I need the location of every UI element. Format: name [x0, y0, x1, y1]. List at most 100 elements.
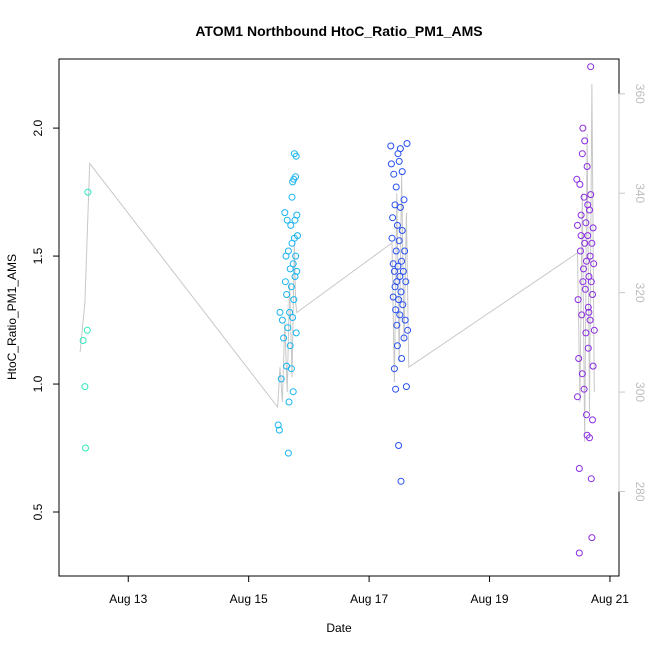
data-point — [395, 237, 403, 245]
y2-tick-label: 300 — [633, 382, 647, 402]
data-point — [398, 257, 406, 265]
data-point — [283, 362, 291, 370]
data-point — [573, 175, 581, 183]
data-point — [395, 442, 403, 449]
data-point — [587, 191, 595, 199]
data-point — [284, 449, 292, 457]
data-point — [389, 214, 397, 222]
data-point — [577, 232, 585, 240]
data-point — [395, 157, 403, 165]
data-point — [575, 355, 583, 362]
points-layer — [79, 63, 598, 557]
data-point — [590, 326, 598, 334]
data-point — [396, 273, 404, 280]
data-point — [281, 278, 289, 286]
data-point — [283, 216, 291, 224]
data-point — [580, 385, 588, 393]
data-point — [292, 252, 300, 260]
x-tick-label: Aug 21 — [591, 592, 629, 606]
data-point — [289, 260, 297, 268]
data-point — [574, 393, 581, 401]
x-axis: Aug 13 Aug 15 Aug 17 Aug 19 Aug 21 — [109, 575, 629, 606]
data-point — [581, 285, 589, 293]
data-point — [389, 293, 397, 301]
data-point — [292, 329, 300, 337]
data-point — [285, 398, 293, 406]
data-point — [581, 239, 589, 247]
y2-tick-label: 360 — [633, 84, 647, 104]
data-point — [284, 247, 292, 255]
data-point — [580, 193, 588, 201]
data-point — [584, 201, 592, 209]
data-point — [287, 283, 295, 291]
data-point — [392, 247, 400, 255]
data-point — [292, 173, 300, 181]
data-point — [399, 267, 407, 275]
data-point — [387, 160, 395, 168]
chart-title: ATOM1 Northbound HtoC_Ratio_PM1_AMS — [195, 23, 482, 39]
y-axis: 0.5 1.0 1.5 2.0 — [31, 119, 60, 520]
y2-tick-label: 280 — [633, 481, 647, 501]
y2-tick-label: 320 — [633, 283, 647, 303]
data-point — [586, 434, 593, 442]
data-point — [392, 183, 400, 191]
data-point — [401, 247, 409, 255]
x-axis-title: Date — [326, 621, 352, 635]
data-point — [284, 324, 292, 332]
data-point — [582, 219, 590, 227]
data-point — [392, 385, 400, 393]
data-point — [400, 334, 408, 342]
data-point — [395, 296, 403, 304]
data-point — [582, 329, 590, 337]
data-point — [396, 145, 404, 153]
y-tick-label: 0.5 — [31, 503, 45, 520]
data-point — [589, 362, 597, 370]
data-point — [589, 224, 597, 232]
x-tick-label: Aug 15 — [230, 592, 268, 606]
data-point — [278, 316, 286, 324]
data-point — [398, 227, 406, 234]
y-tick-label: 2.0 — [31, 119, 45, 136]
data-point — [289, 388, 297, 396]
data-point — [581, 137, 589, 145]
data-point — [390, 267, 398, 275]
data-point — [577, 211, 585, 219]
data-point — [390, 365, 398, 373]
x-tick-label: Aug 19 — [471, 592, 509, 606]
data-point — [294, 232, 301, 240]
data-point — [397, 288, 405, 296]
data-point — [578, 370, 586, 378]
data-point — [575, 465, 583, 472]
data-point — [584, 344, 592, 352]
data-point — [588, 239, 596, 247]
data-point — [293, 267, 301, 275]
data-point — [274, 421, 282, 429]
data-point — [276, 308, 284, 316]
data-point — [277, 375, 285, 383]
data-point — [587, 278, 595, 286]
y-tick-label: 1.5 — [31, 247, 45, 264]
data-point — [588, 534, 596, 542]
data-point — [84, 188, 92, 196]
data-point — [577, 247, 584, 255]
data-point — [402, 383, 410, 391]
data-point — [579, 278, 587, 286]
x-tick-label: Aug 17 — [350, 592, 388, 606]
data-point — [280, 334, 288, 342]
data-point — [288, 193, 296, 201]
data-point — [289, 314, 297, 321]
data-point — [388, 234, 396, 242]
data-point — [585, 308, 593, 316]
data-point — [583, 411, 590, 419]
data-point — [82, 444, 89, 452]
data-point — [390, 170, 398, 178]
data-point — [393, 278, 401, 286]
data-point — [283, 291, 291, 298]
data-point — [578, 150, 586, 158]
data-point — [286, 342, 294, 350]
data-point — [286, 308, 294, 316]
y-axis-title: HtoC_Ratio_PM1_AMS — [5, 254, 19, 380]
data-point — [81, 383, 89, 391]
data-point — [398, 355, 406, 362]
